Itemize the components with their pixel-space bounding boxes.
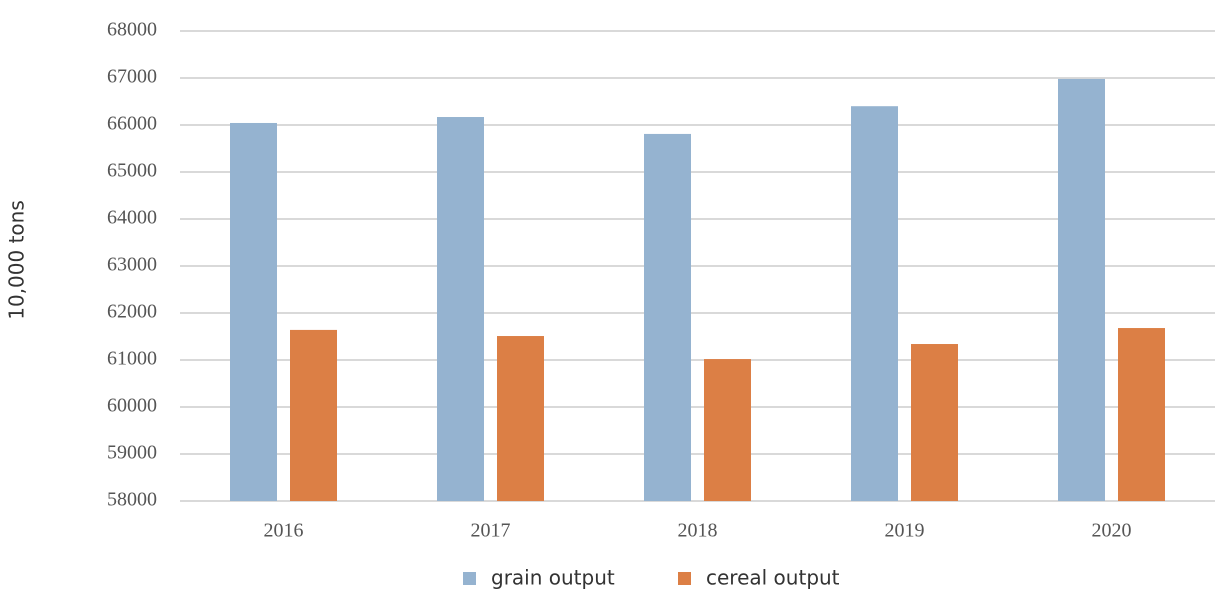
bar	[497, 336, 544, 501]
x-tick-label: 2018	[678, 520, 718, 542]
bar	[437, 117, 484, 501]
bar	[911, 344, 958, 501]
x-tick-label: 2020	[1092, 520, 1132, 542]
x-tick-label: 2016	[264, 520, 304, 542]
bar	[704, 359, 751, 501]
x-tick-label: 2017	[471, 520, 511, 542]
y-tick-label: 58000	[107, 489, 157, 511]
y-tick-label: 59000	[107, 442, 157, 464]
y-tick-label: 62000	[107, 301, 157, 323]
bar	[1118, 328, 1165, 501]
bar	[230, 122, 277, 501]
y-tick-label: 60000	[107, 395, 157, 417]
y-axis-label: 10,000 tons	[5, 200, 29, 320]
y-tick-label: 61000	[107, 348, 157, 370]
legend-swatch	[678, 572, 691, 585]
y-tick-label: 63000	[107, 254, 157, 276]
y-tick-label: 65000	[107, 160, 157, 182]
y-tick-label: 68000	[107, 19, 157, 41]
bar	[644, 133, 691, 501]
bar	[851, 106, 898, 501]
y-tick-label: 64000	[107, 207, 157, 229]
bar	[290, 329, 337, 501]
y-tick-label: 66000	[107, 113, 157, 135]
bar	[1058, 78, 1105, 501]
x-tick-label: 2019	[885, 520, 925, 542]
legend-label: grain output	[491, 566, 615, 590]
legend-swatch	[463, 572, 476, 585]
y-tick-label: 67000	[107, 66, 157, 88]
legend-label: cereal output	[706, 566, 840, 590]
